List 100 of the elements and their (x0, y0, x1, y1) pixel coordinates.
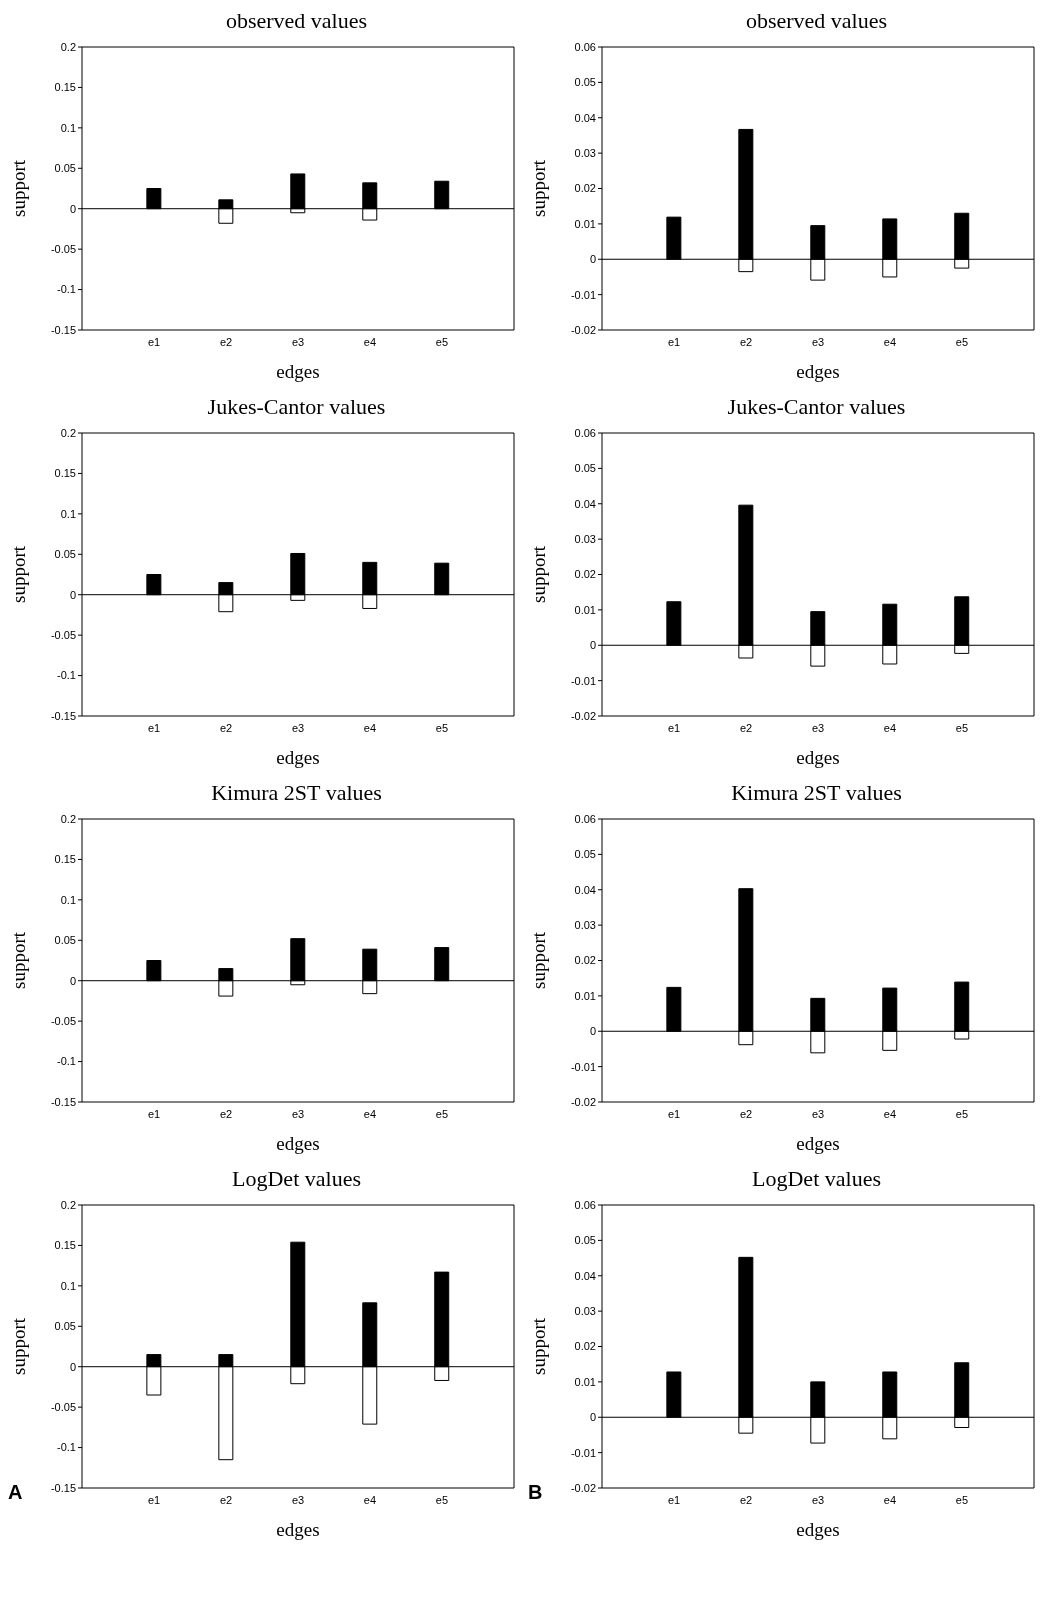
y-tick-label: 0.15 (54, 81, 76, 94)
y-tick-label: 0.03 (574, 147, 596, 160)
x-tick-label: e2 (739, 1493, 753, 1506)
y-tick-label: 0.15 (54, 467, 76, 480)
y-tick-label: -0.15 (50, 1481, 76, 1494)
x-tick-label: e2 (219, 1493, 233, 1506)
y-tick-label: 0.02 (574, 1340, 596, 1353)
x-tick-label: e4 (883, 335, 897, 348)
chart-title: LogDet values (231, 1166, 362, 1193)
x-tick-label: e5 (435, 335, 449, 348)
text: B (528, 1481, 543, 1504)
y-axis-title: support (527, 1317, 549, 1375)
x-axis-title: edges (276, 361, 320, 382)
y-axis-title: support (527, 931, 549, 989)
y-tick-label: -0.1 (57, 669, 76, 682)
x-tick-label: e2 (739, 335, 753, 348)
x-tick-label: e1 (147, 1493, 161, 1506)
x-tick-label: e3 (811, 335, 825, 348)
y-tick-label: 0 (589, 639, 596, 652)
y-tick-label: 0.02 (574, 182, 596, 195)
y-tick-label: 0 (69, 202, 76, 215)
y-tick-label: 0.06 (574, 812, 596, 825)
x-axis-title: edges (276, 1519, 320, 1540)
x-axis-title: edges (796, 1519, 840, 1540)
y-tick-label: 0.01 (574, 217, 596, 230)
y-tick-label: 0.04 (574, 497, 596, 510)
y-tick-label: 0.04 (574, 883, 596, 896)
x-tick-label: e4 (363, 1493, 377, 1506)
x-axis-title: edges (276, 747, 320, 768)
y-tick-label: -0.1 (57, 1441, 76, 1454)
y-tick-label: -0.01 (570, 1060, 596, 1073)
y-tick-label: 0.03 (574, 1305, 596, 1318)
y-tick-label: 0.2 (60, 812, 76, 825)
y-tick-label: -0.05 (50, 243, 76, 256)
x-tick-label: e4 (363, 721, 377, 734)
y-tick-label: 0.05 (574, 462, 596, 475)
x-axis-title: edges (796, 361, 840, 382)
y-tick-label: 0.01 (574, 989, 596, 1002)
x-tick-label: e3 (811, 721, 825, 734)
x-tick-label: e1 (667, 1493, 681, 1506)
y-tick-label: 0.01 (574, 1375, 596, 1388)
chart-title: Jukes-Cantor values (206, 394, 387, 421)
y-tick-label: 0.06 (574, 1198, 596, 1211)
chart-title: LogDet values (751, 1166, 882, 1193)
y-tick-label: 0.04 (574, 1269, 596, 1282)
y-tick-label: 0 (589, 1411, 596, 1424)
x-tick-label: e1 (147, 721, 161, 734)
y-tick-label: 0.05 (574, 848, 596, 861)
y-tick-label: -0.15 (50, 1095, 76, 1108)
y-tick-label: 0.03 (574, 919, 596, 932)
x-tick-label: e5 (955, 335, 969, 348)
y-tick-label: 0.1 (60, 507, 76, 520)
x-tick-label: e3 (291, 1107, 305, 1120)
text: A (8, 1481, 23, 1504)
y-axis-title: support (7, 545, 29, 603)
y-tick-label: 0.05 (574, 76, 596, 89)
x-tick-label: e3 (291, 335, 305, 348)
y-tick-label: 0.2 (60, 1198, 76, 1211)
y-tick-label: -0.05 (50, 1015, 76, 1028)
y-tick-label: 0.05 (54, 162, 76, 175)
x-tick-label: e2 (739, 1107, 753, 1120)
x-tick-label: e5 (955, 1493, 969, 1506)
y-tick-label: 0 (69, 588, 76, 601)
y-tick-label: 0.05 (574, 1234, 596, 1247)
y-axis-title: support (527, 545, 549, 603)
x-tick-label: e3 (811, 1107, 825, 1120)
x-tick-label: e1 (147, 335, 161, 348)
y-tick-label: 0.05 (54, 934, 76, 947)
x-tick-label: e1 (667, 721, 681, 734)
y-axis-title: support (7, 159, 29, 217)
chart-title: observed values (744, 8, 889, 35)
y-tick-label: 0 (589, 253, 596, 266)
y-tick-label: 0.15 (54, 853, 76, 866)
x-tick-label: e3 (291, 721, 305, 734)
y-tick-label: 0.05 (54, 1320, 76, 1333)
y-tick-label: -0.01 (570, 288, 596, 301)
y-tick-label: -0.02 (570, 709, 596, 722)
x-tick-label: e4 (363, 1107, 377, 1120)
y-tick-label: -0.02 (570, 323, 596, 336)
y-tick-label: -0.02 (570, 1481, 596, 1494)
x-tick-label: e1 (667, 1107, 681, 1120)
y-tick-label: 0.2 (60, 40, 76, 53)
x-tick-label: e2 (219, 1107, 233, 1120)
y-tick-label: 0.05 (54, 548, 76, 561)
chart-title: Jukes-Cantor values (726, 394, 907, 421)
y-tick-label: -0.02 (570, 1095, 596, 1108)
y-tick-label: -0.01 (570, 1446, 596, 1459)
x-tick-label: e5 (435, 1107, 449, 1120)
x-tick-label: e1 (667, 335, 681, 348)
x-tick-label: e5 (435, 1493, 449, 1506)
x-tick-label: e5 (435, 721, 449, 734)
x-tick-label: e4 (883, 1493, 897, 1506)
x-tick-label: e5 (955, 1107, 969, 1120)
x-tick-label: e4 (883, 1107, 897, 1120)
y-tick-label: 0 (69, 1360, 76, 1373)
y-tick-label: 0.1 (60, 893, 76, 906)
y-axis-title: support (7, 1317, 29, 1375)
x-tick-label: e2 (219, 721, 233, 734)
y-tick-label: 0.15 (54, 1239, 76, 1252)
x-tick-label: e1 (147, 1107, 161, 1120)
